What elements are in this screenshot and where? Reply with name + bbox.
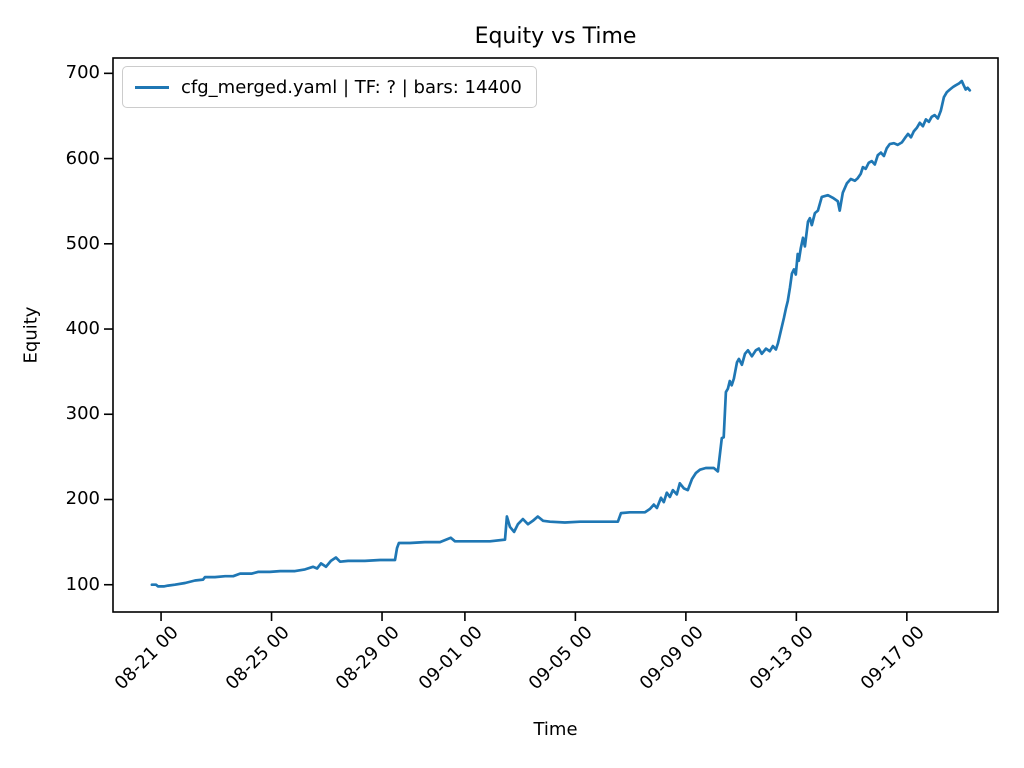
x-axis-label: Time (533, 719, 578, 740)
y-tick-label: 300 (65, 403, 100, 425)
y-axis-label: Equity (20, 306, 42, 364)
legend-label: cfg_merged.yaml | TF: ? | bars: 14400 (181, 76, 522, 98)
chart-title: Equity vs Time (474, 24, 637, 49)
y-tick-label: 200 (65, 488, 100, 510)
legend: cfg_merged.yaml | TF: ? | bars: 14400 (122, 66, 537, 108)
y-tick-label: 100 (65, 573, 100, 595)
y-tick-label: 500 (65, 232, 100, 254)
legend-line-sample (135, 85, 169, 89)
y-tick-label: 700 (65, 62, 100, 84)
y-tick-label: 600 (65, 147, 100, 169)
y-tick-label: 400 (65, 318, 100, 340)
